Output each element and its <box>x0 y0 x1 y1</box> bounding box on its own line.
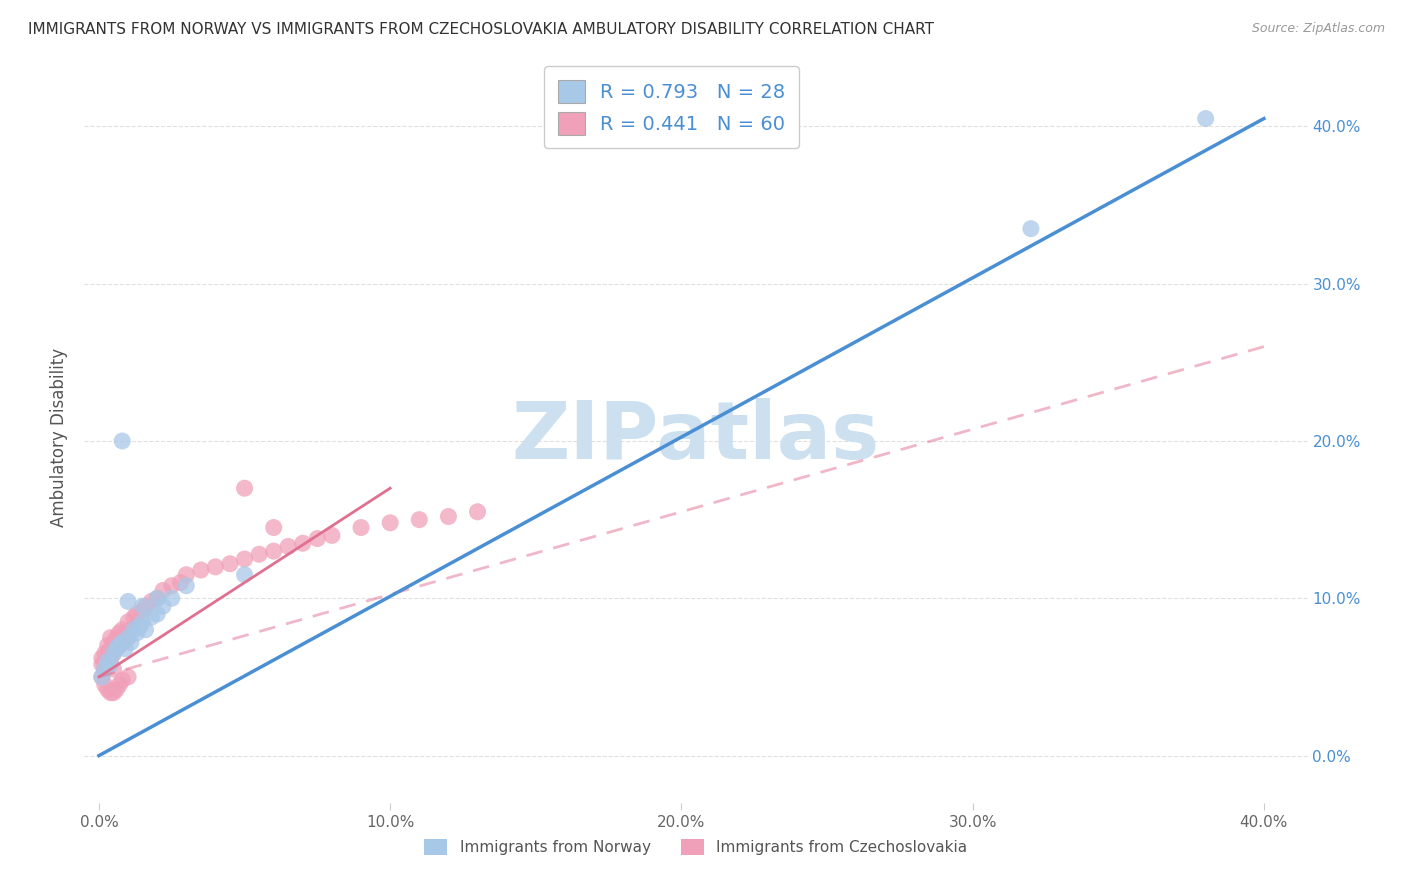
Point <box>117 631 139 645</box>
Point <box>152 583 174 598</box>
Point <box>122 623 145 637</box>
Point <box>291 536 314 550</box>
Point <box>105 641 128 656</box>
Point <box>114 641 136 656</box>
Point <box>97 639 120 653</box>
Text: ZIPatlas: ZIPatlas <box>512 398 880 476</box>
Point <box>160 591 183 606</box>
Point <box>169 575 191 590</box>
Point <box>117 594 139 608</box>
Point <box>350 520 373 534</box>
Point <box>204 559 226 574</box>
Point <box>146 607 169 621</box>
Y-axis label: Ambulatory Disability: Ambulatory Disability <box>51 348 69 526</box>
Point <box>219 557 242 571</box>
Point <box>103 646 125 660</box>
Point <box>146 591 169 606</box>
Point <box>307 532 329 546</box>
Point <box>93 646 115 660</box>
Point <box>97 682 120 697</box>
Point <box>141 610 163 624</box>
Point <box>103 662 125 676</box>
Point <box>105 631 128 645</box>
Point <box>120 623 142 637</box>
Point <box>233 481 256 495</box>
Point <box>100 686 122 700</box>
Point <box>108 678 131 692</box>
Point <box>93 678 115 692</box>
Point <box>467 505 489 519</box>
Point <box>93 654 115 668</box>
Point <box>105 682 128 697</box>
Point <box>111 635 134 649</box>
Point <box>111 673 134 687</box>
Point <box>190 563 212 577</box>
Point <box>263 520 285 534</box>
Point <box>100 654 122 668</box>
Point <box>103 686 125 700</box>
Point <box>321 528 343 542</box>
Point <box>97 646 120 660</box>
Point <box>408 513 430 527</box>
Point <box>114 626 136 640</box>
Point <box>111 623 134 637</box>
Point <box>111 434 134 448</box>
Point <box>437 509 460 524</box>
Point <box>125 626 148 640</box>
Point <box>152 599 174 614</box>
Point <box>105 641 128 656</box>
Point <box>160 579 183 593</box>
Point <box>131 604 153 618</box>
Point <box>117 670 139 684</box>
Point <box>135 623 157 637</box>
Point <box>233 567 256 582</box>
Point <box>97 654 120 668</box>
Point <box>1019 221 1042 235</box>
Point <box>263 544 285 558</box>
Point <box>90 670 112 684</box>
Point <box>117 615 139 629</box>
Point <box>122 610 145 624</box>
Point <box>174 567 197 582</box>
Point <box>174 579 197 593</box>
Point <box>131 615 153 629</box>
Point <box>1195 112 1218 126</box>
Point <box>146 591 169 606</box>
Point <box>277 540 299 554</box>
Point <box>233 552 256 566</box>
Point <box>141 594 163 608</box>
Point <box>108 626 131 640</box>
Text: Source: ZipAtlas.com: Source: ZipAtlas.com <box>1251 22 1385 36</box>
Point <box>90 670 112 684</box>
Point <box>117 631 139 645</box>
Point <box>108 639 131 653</box>
Point <box>90 651 112 665</box>
Point <box>111 635 134 649</box>
Text: IMMIGRANTS FROM NORWAY VS IMMIGRANTS FROM CZECHOSLOVAKIA AMBULATORY DISABILITY C: IMMIGRANTS FROM NORWAY VS IMMIGRANTS FRO… <box>28 22 934 37</box>
Point <box>247 547 270 561</box>
Point <box>103 635 125 649</box>
Point <box>128 619 150 633</box>
Point <box>103 646 125 660</box>
Point <box>108 639 131 653</box>
Point <box>380 516 402 530</box>
Point <box>100 631 122 645</box>
Point <box>90 657 112 672</box>
Point <box>125 607 148 621</box>
Point <box>100 657 122 672</box>
Legend: Immigrants from Norway, Immigrants from Czechoslovakia: Immigrants from Norway, Immigrants from … <box>419 833 973 861</box>
Point <box>93 662 115 676</box>
Point <box>93 662 115 676</box>
Point <box>131 599 153 614</box>
Point <box>97 657 120 672</box>
Point <box>120 635 142 649</box>
Point <box>100 641 122 656</box>
Point <box>135 599 157 614</box>
